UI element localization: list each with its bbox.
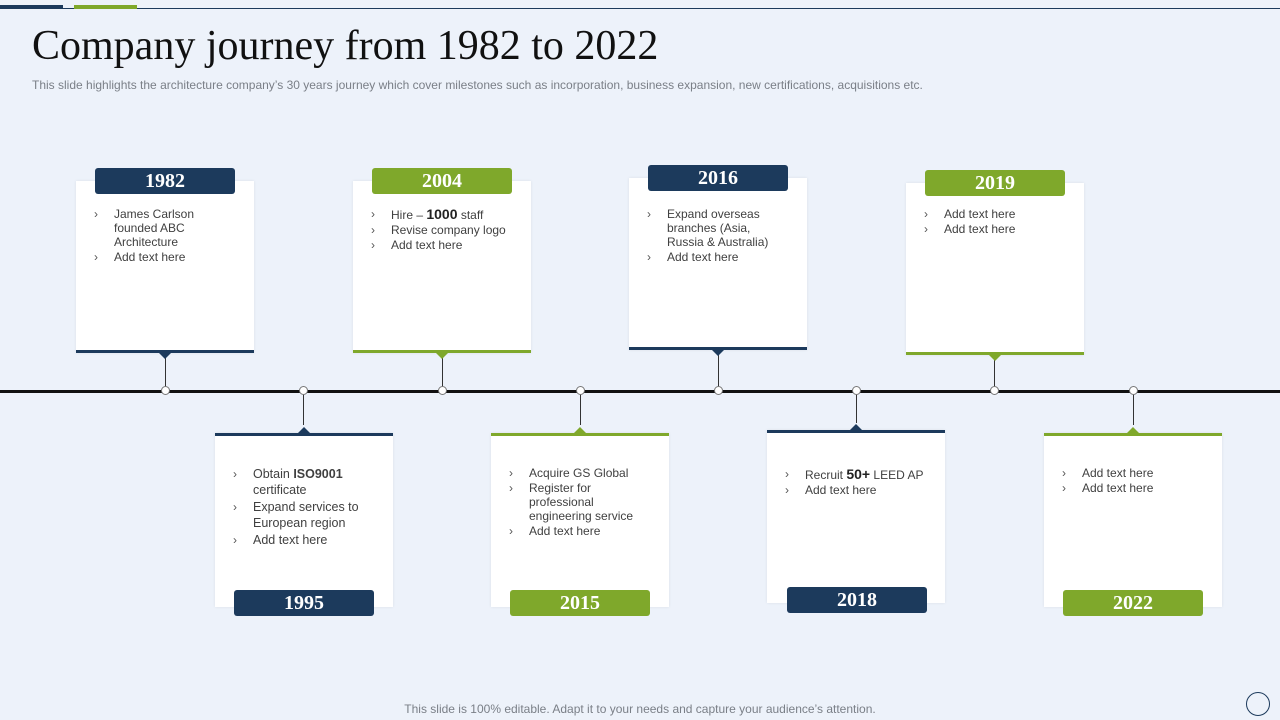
- pointer-arrow: [1127, 427, 1139, 433]
- pointer-arrow: [989, 355, 1001, 361]
- milestone-item: Recruit 50+ LEED AP: [785, 467, 933, 482]
- milestone-item: Expand overseas branches (Asia, Russia &…: [647, 207, 782, 249]
- milestone-item: Revise company logo: [371, 223, 519, 237]
- milestone-list: Acquire GS Global Register for professio…: [509, 466, 657, 539]
- year-label-2015: 2015: [510, 590, 650, 616]
- year-label-2019: 2019: [925, 170, 1065, 196]
- milestone-card-2018: Recruit 50+ LEED AP Add text here: [767, 424, 945, 603]
- pointer-arrow: [712, 350, 724, 356]
- milestone-card-2015: Acquire GS Global Register for professio…: [491, 427, 669, 607]
- connector: [718, 354, 719, 390]
- milestone-item: Add text here: [233, 532, 381, 548]
- milestone-item: Add text here: [924, 207, 1072, 221]
- timeline-dot: [852, 386, 861, 395]
- milestone-card-2022: Add text here Add text here: [1044, 427, 1222, 607]
- connector: [165, 357, 166, 390]
- milestone-item: Add text here: [509, 524, 657, 538]
- timeline-dot: [299, 386, 308, 395]
- connector: [442, 357, 443, 390]
- milestone-list: Obtain ISO9001 certificate Expand servic…: [233, 466, 381, 549]
- connector: [994, 358, 995, 390]
- pointer-arrow: [159, 353, 171, 359]
- year-label-2022: 2022: [1063, 590, 1203, 616]
- footer-note: This slide is 100% editable. Adapt it to…: [404, 702, 876, 716]
- milestone-item: James Carlson founded ABC Architecture: [94, 207, 214, 249]
- year-label-1995: 1995: [234, 590, 374, 616]
- timeline-dot: [438, 386, 447, 395]
- connector: [580, 393, 581, 425]
- timeline-dot: [576, 386, 585, 395]
- year-label-2018: 2018: [787, 587, 927, 613]
- timeline-dot: [990, 386, 999, 395]
- milestone-item: Hire – 1000 staff: [371, 207, 519, 222]
- milestone-card-2016: Expand overseas branches (Asia, Russia &…: [629, 178, 807, 356]
- page-subtitle: This slide highlights the architecture c…: [32, 78, 923, 92]
- milestone-item: Add text here: [647, 250, 795, 264]
- milestone-item: Acquire GS Global: [509, 466, 657, 480]
- year-label-1982: 1982: [95, 168, 235, 194]
- milestone-item: Add text here: [1062, 466, 1210, 480]
- timeline-dot: [714, 386, 723, 395]
- milestone-list: Expand overseas branches (Asia, Russia &…: [647, 207, 795, 265]
- milestone-item: Add text here: [785, 483, 933, 497]
- pointer-arrow: [298, 427, 310, 433]
- milestone-item: Register for professional engineering se…: [509, 481, 644, 523]
- timeline-dot: [1129, 386, 1138, 395]
- milestone-card-2019: Add text here Add text here: [906, 183, 1084, 361]
- milestone-card-1982: James Carlson founded ABC Architecture A…: [76, 181, 254, 359]
- connector: [856, 393, 857, 423]
- circle-icon: [1246, 692, 1270, 716]
- milestone-item: Expand services to European region: [233, 499, 378, 531]
- milestone-item: Add text here: [94, 250, 242, 264]
- connector: [1133, 393, 1134, 425]
- page-title: Company journey from 1982 to 2022: [32, 23, 659, 69]
- milestone-list: Hire – 1000 staff Revise company logo Ad…: [371, 207, 519, 253]
- milestone-item: Add text here: [1062, 481, 1210, 495]
- milestone-card-2004: Hire – 1000 staff Revise company logo Ad…: [353, 181, 531, 359]
- year-label-2004: 2004: [372, 168, 512, 194]
- accent-bar-navy: [0, 5, 63, 9]
- milestone-item: Add text here: [924, 222, 1072, 236]
- pointer-arrow: [436, 353, 448, 359]
- milestone-list: James Carlson founded ABC Architecture A…: [94, 207, 242, 265]
- pointer-arrow: [574, 427, 586, 433]
- year-label-2016: 2016: [648, 165, 788, 191]
- connector: [303, 393, 304, 425]
- milestone-list: Recruit 50+ LEED AP Add text here: [785, 467, 933, 498]
- milestone-list: Add text here Add text here: [924, 207, 1072, 237]
- timeline-dot: [161, 386, 170, 395]
- pointer-arrow: [850, 424, 862, 430]
- top-rule: [0, 8, 1280, 9]
- timeline-axis: [0, 390, 1280, 393]
- milestone-item: Obtain ISO9001 certificate: [233, 466, 363, 498]
- milestone-item: Add text here: [371, 238, 519, 252]
- accent-bar-green: [74, 5, 137, 9]
- milestone-list: Add text here Add text here: [1062, 466, 1210, 496]
- milestone-card-1995: Obtain ISO9001 certificate Expand servic…: [215, 427, 393, 607]
